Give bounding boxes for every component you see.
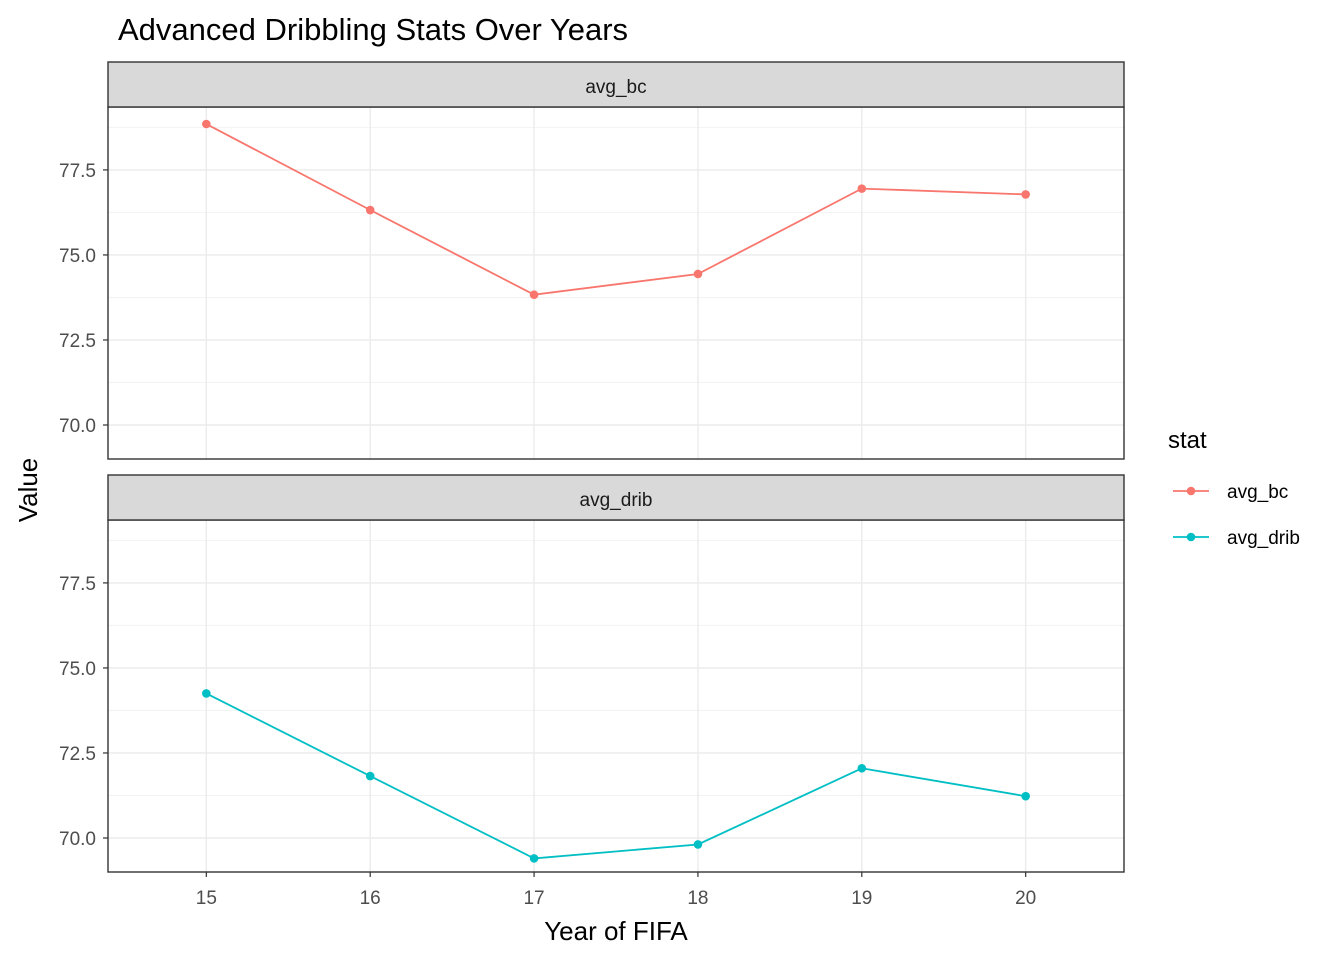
data-point-avg_bc — [529, 290, 539, 300]
y-tick-label: 70.0 — [59, 416, 96, 437]
y-tick-label: 72.5 — [59, 744, 96, 765]
facet-panel-avg_bc: 70.0 72.5 75.0 77.5 avg_bc — [59, 61, 1125, 460]
facet-panel-avg_drib: 70.0 72.5 75.0 77.5 avg_drib — [59, 474, 1125, 873]
legend-key-point — [1186, 486, 1196, 496]
data-point-avg_bc — [857, 184, 867, 193]
data-point-avg_drib — [857, 763, 867, 773]
y-tick-label: 72.5 — [59, 331, 96, 352]
data-point-avg_drib — [365, 771, 375, 781]
x-tick-label: 16 — [360, 888, 381, 909]
legend-key-point — [1186, 532, 1196, 542]
x-tick-label: 19 — [851, 888, 872, 909]
y-tick-label: 75.0 — [59, 659, 96, 680]
data-point-avg_drib — [693, 840, 703, 849]
series-line-avg_drib — [205, 692, 1026, 860]
data-point-avg_drib — [1021, 791, 1030, 801]
data-point-avg_drib — [529, 854, 539, 863]
panel-background — [108, 107, 1124, 459]
x-axis-title: Year of FIFA — [544, 916, 688, 946]
facet-strip — [107, 474, 1125, 521]
data-point-avg_bc — [693, 269, 703, 279]
facet-strip — [107, 61, 1125, 108]
x-tick-label: 17 — [523, 888, 544, 909]
legend: stat avg_bc avg_drib — [1168, 427, 1300, 549]
legend-item-avg_drib: avg_drib — [1173, 528, 1300, 549]
legend-item-avg_bc: avg_bc — [1173, 482, 1288, 503]
y-axis-title: Value — [13, 458, 43, 523]
data-point-avg_bc — [202, 119, 211, 129]
legend-title: stat — [1168, 427, 1207, 454]
legend-label: avg_bc — [1227, 482, 1288, 503]
chart-title: Advanced Dribbling Stats Over Years — [118, 12, 628, 47]
y-tick-label: 77.5 — [59, 161, 96, 182]
y-tick-label: 70.0 — [59, 829, 96, 850]
y-tick-label: 77.5 — [59, 574, 96, 595]
facet-strip-label: avg_drib — [580, 490, 653, 511]
x-tick-label: 18 — [687, 888, 708, 909]
facet-panels: 70.0 72.5 75.0 77.5 avg_bc 70.0 72.5 75.0 77.5 av… — [59, 61, 1125, 873]
legend-label: avg_drib — [1227, 528, 1300, 549]
x-tick-label: 20 — [1015, 888, 1036, 909]
data-point-avg_bc — [1021, 190, 1030, 199]
x-axis: 15 16 17 18 19 20 — [196, 872, 1036, 909]
x-tick-label: 15 — [196, 888, 217, 909]
data-point-avg_drib — [202, 689, 211, 698]
series-line-avg_bc — [205, 123, 1026, 296]
data-point-avg_bc — [365, 205, 375, 215]
facet-strip-label: avg_bc — [585, 77, 646, 98]
panel-background — [108, 520, 1124, 872]
y-tick-label: 75.0 — [59, 246, 96, 267]
